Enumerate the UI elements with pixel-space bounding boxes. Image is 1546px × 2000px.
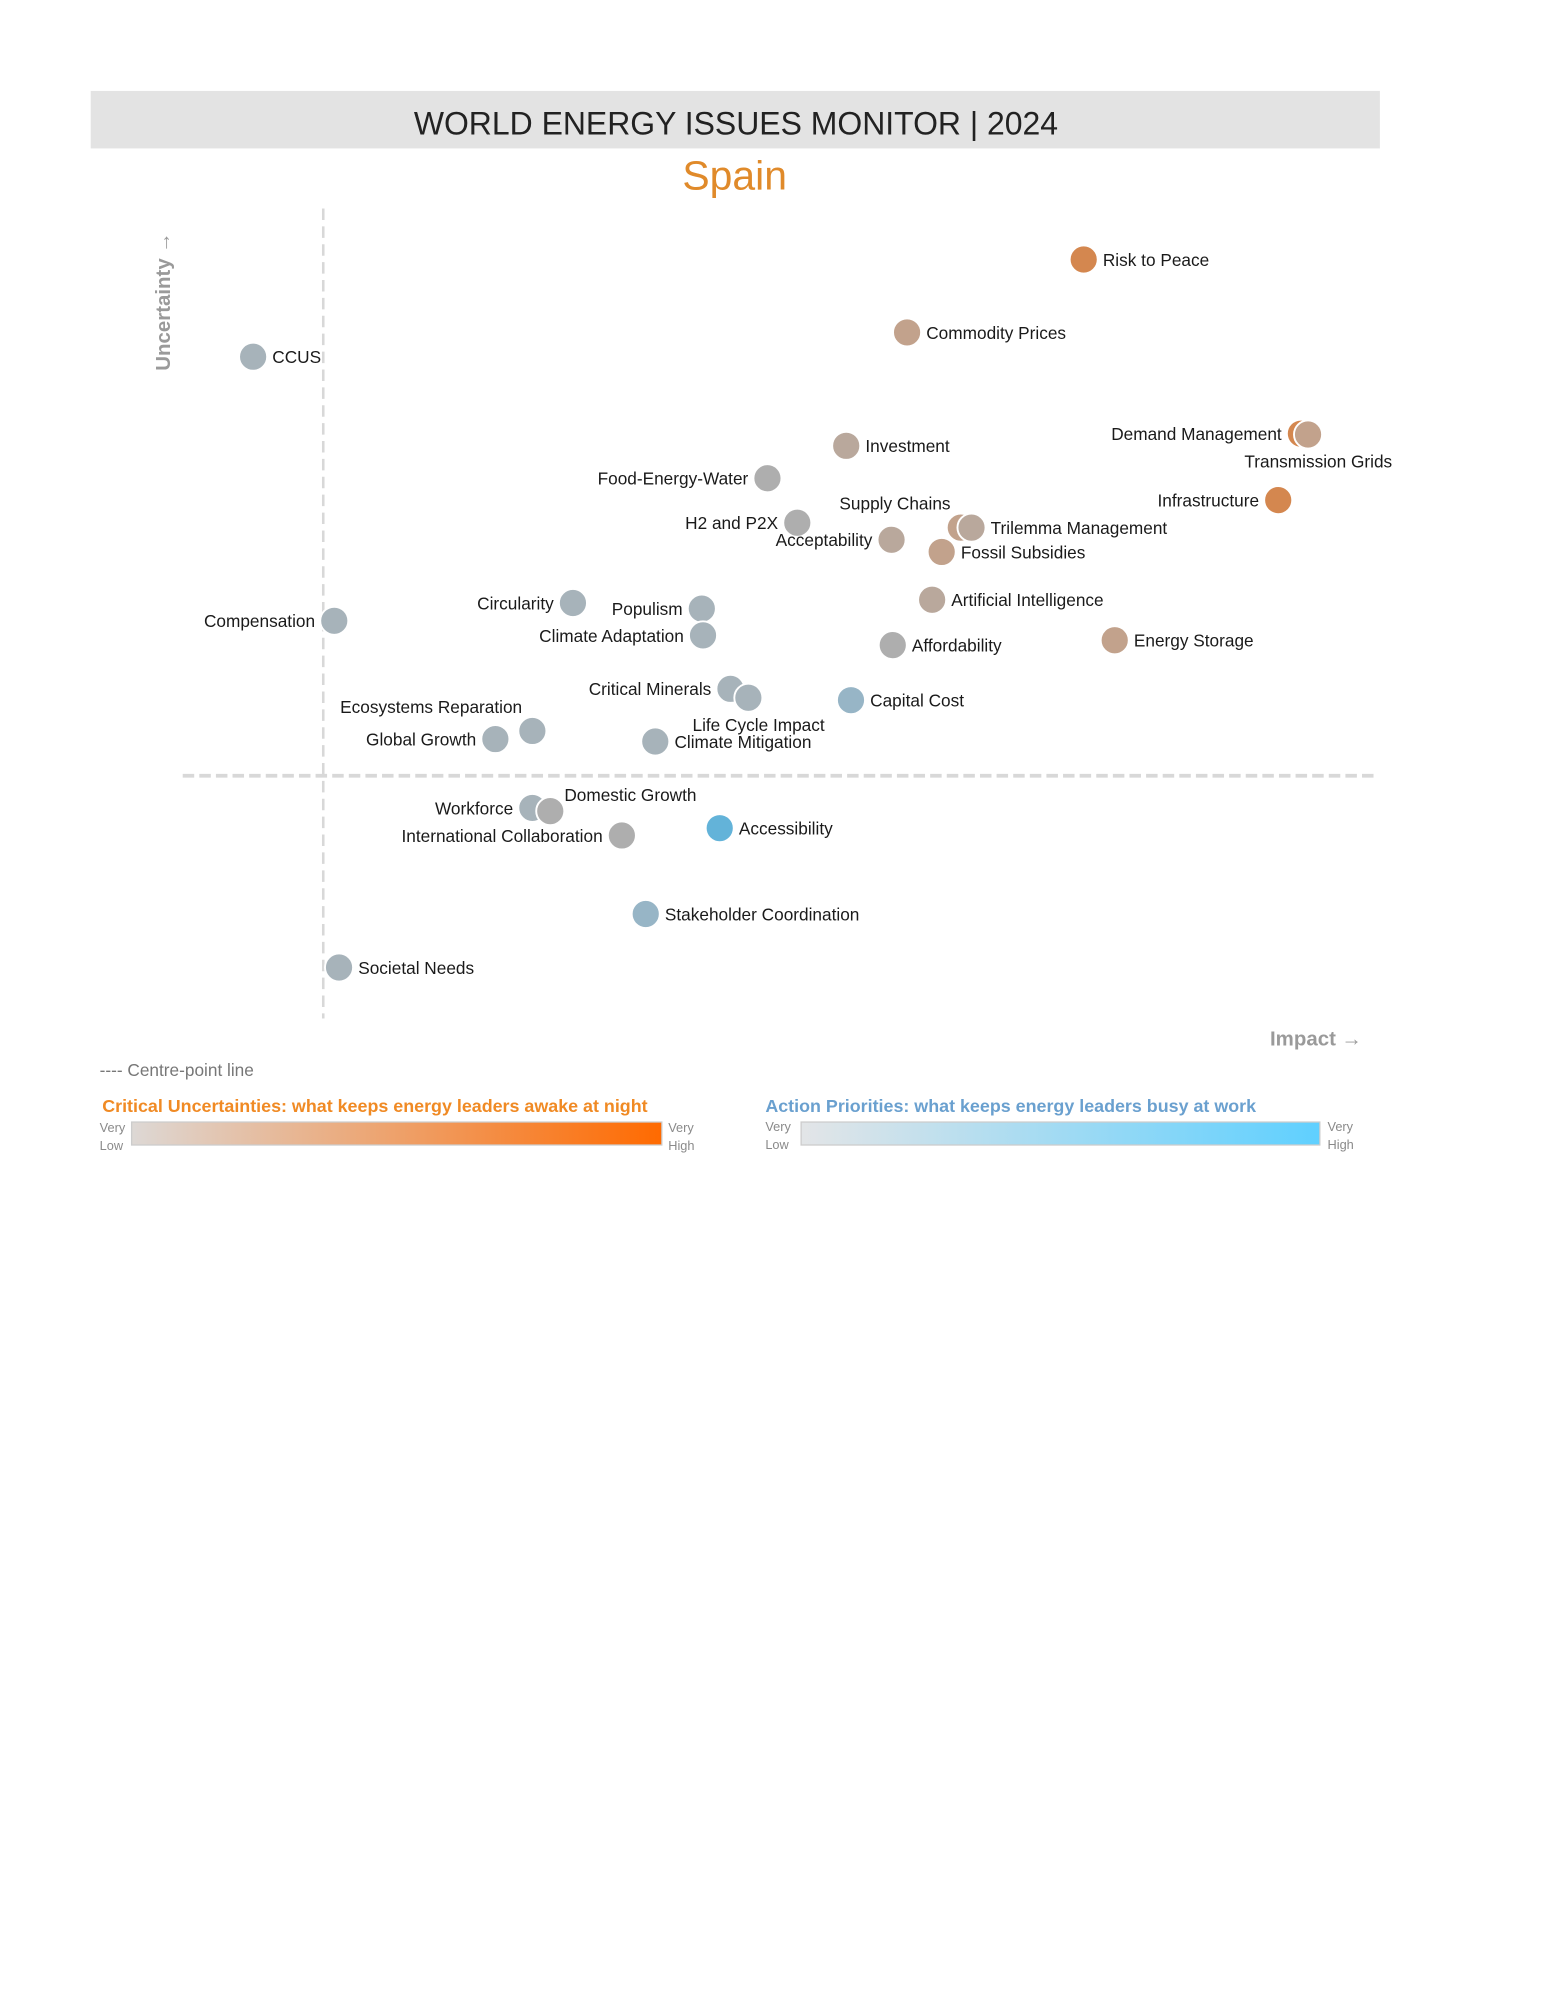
- point-acceptability[interactable]: [876, 524, 907, 555]
- priorities-low-2: Low: [765, 1137, 789, 1152]
- header-bar: [90, 90, 1380, 149]
- point-societal-needs[interactable]: [324, 952, 355, 983]
- point-energy-storage[interactable]: [1099, 625, 1130, 656]
- point-label-climate-adaptation: Climate Adaptation: [539, 626, 684, 646]
- point-label-affordability: Affordability: [912, 635, 1002, 655]
- point-label-demand-management: Demand Management: [1111, 424, 1282, 444]
- point-label-critical-minerals: Critical Minerals: [589, 679, 712, 699]
- point-label-food-energy-water: Food-Energy-Water: [598, 469, 749, 489]
- point-compensation[interactable]: [319, 605, 350, 636]
- point-label-capital-cost: Capital Cost: [870, 691, 964, 711]
- point-label-infrastructure: Infrastructure: [1158, 490, 1260, 510]
- point-label-international-collaboration: International Collaboration: [401, 826, 602, 846]
- point-label-climate-mitigation: Climate Mitigation: [674, 732, 811, 752]
- point-circularity[interactable]: [557, 587, 588, 618]
- page-title: WORLD ENERGY ISSUES MONITOR | 2024: [414, 105, 1058, 141]
- country-title: Spain: [682, 152, 787, 198]
- point-label-h2-and-p2x: H2 and P2X: [685, 513, 778, 533]
- point-label-workforce: Workforce: [435, 798, 513, 818]
- priorities-legend-title: Action Priorities: what keeps energy lea…: [765, 1096, 1256, 1116]
- point-label-life-cycle-impact: Life Cycle Impact: [692, 715, 824, 735]
- data-points: Risk to Peace Commodity Prices CCUS Demand …: [204, 244, 1392, 983]
- point-life-cycle-impact[interactable]: [733, 682, 764, 713]
- point-fossil-subsidies[interactable]: [926, 536, 957, 567]
- y-axis-label: Uncertainty →: [152, 232, 175, 371]
- uncertainties-low-2: Low: [100, 1138, 124, 1153]
- point-label-supply-chains: Supply Chains: [839, 494, 950, 514]
- point-capital-cost[interactable]: [835, 685, 867, 716]
- centre-line-legend: ---- Centre-point line: [100, 1060, 254, 1080]
- point-label-transmission-grids: Transmission Grids: [1244, 452, 1392, 472]
- point-label-populism: Populism: [612, 599, 683, 619]
- point-ecosystems-reparation[interactable]: [517, 715, 548, 746]
- point-food-energy-water[interactable]: [752, 463, 783, 494]
- point-climate-adaptation[interactable]: [688, 620, 719, 651]
- priorities-gradient-bar: [800, 1121, 1321, 1146]
- point-global-growth[interactable]: [480, 724, 511, 755]
- point-international-collaboration[interactable]: [606, 820, 637, 851]
- point-label-global-growth: Global Growth: [366, 729, 476, 749]
- uncertainties-legend-title: Critical Uncertainties: what keeps energ…: [102, 1096, 647, 1116]
- point-label-risk-to-peace: Risk to Peace: [1103, 250, 1209, 270]
- uncertainties-high-2: High: [668, 1138, 694, 1153]
- point-label-societal-needs: Societal Needs: [358, 958, 474, 978]
- uncertainties-high-1: Very: [668, 1120, 694, 1135]
- priorities-high-1: Very: [1328, 1119, 1354, 1134]
- point-label-ccus: CCUS: [272, 347, 321, 367]
- point-label-stakeholder-coordination: Stakeholder Coordination: [665, 904, 860, 924]
- priorities-low-1: Very: [765, 1119, 791, 1134]
- x-axis-label: Impact →: [1270, 1027, 1362, 1050]
- uncertainties-gradient-bar: [130, 1121, 663, 1146]
- point-accessibility[interactable]: [704, 813, 735, 844]
- point-h2-and-p2x[interactable]: [782, 507, 813, 538]
- point-label-energy-storage: Energy Storage: [1134, 631, 1254, 651]
- point-label-compensation: Compensation: [204, 611, 315, 631]
- point-investment[interactable]: [831, 430, 862, 461]
- priorities-high-2: High: [1328, 1137, 1354, 1152]
- point-label-artificial-intelligence: Artificial Intelligence: [951, 590, 1103, 610]
- point-climate-mitigation[interactable]: [640, 726, 671, 757]
- point-populism[interactable]: [686, 593, 717, 624]
- point-trilemma-management[interactable]: [956, 512, 987, 543]
- point-transmission-grids[interactable]: [1293, 419, 1324, 450]
- point-artificial-intelligence[interactable]: [917, 584, 948, 615]
- point-label-acceptability: Acceptability: [776, 530, 873, 550]
- point-infrastructure[interactable]: [1263, 485, 1294, 516]
- point-label-circularity: Circularity: [477, 593, 554, 613]
- point-label-trilemma-management: Trilemma Management: [991, 518, 1168, 538]
- point-label-commodity-prices: Commodity Prices: [926, 323, 1066, 343]
- point-ccus[interactable]: [238, 341, 269, 372]
- point-risk-to-peace[interactable]: [1068, 244, 1099, 275]
- point-label-accessibility: Accessibility: [739, 819, 833, 839]
- point-affordability[interactable]: [877, 630, 908, 661]
- point-label-fossil-subsidies: Fossil Subsidies: [961, 542, 1086, 562]
- point-label-investment: Investment: [865, 436, 950, 456]
- uncertainties-low-1: Very: [100, 1120, 126, 1135]
- point-label-domestic-growth: Domestic Growth: [564, 785, 696, 805]
- point-domestic-growth[interactable]: [535, 796, 566, 827]
- point-stakeholder-coordination[interactable]: [630, 899, 661, 930]
- point-commodity-prices[interactable]: [892, 317, 923, 348]
- point-label-ecosystems-reparation: Ecosystems Reparation: [340, 697, 522, 717]
